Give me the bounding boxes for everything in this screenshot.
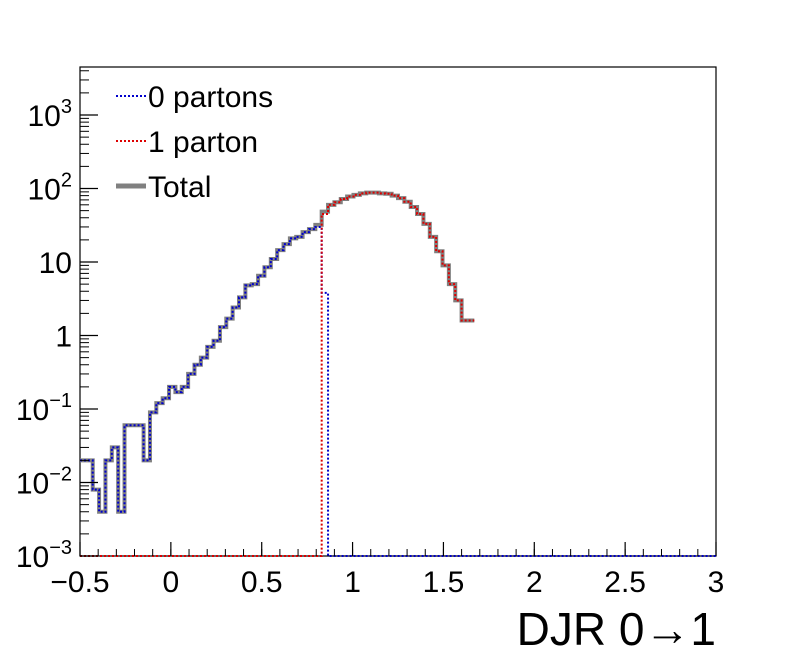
x-tick-label: 0 [163, 566, 180, 599]
y-tick-label: 10−2 [16, 464, 72, 501]
x-axis-label: DJR 0→1 [517, 603, 716, 655]
y-tick-label: 10−1 [16, 390, 72, 427]
axes-layer: −0.5 0 0.5 1 1.5 2 2.5 3 10−3 10−2 10−1 1 10 102 103 [16, 70, 725, 599]
x-tick-label: 1.5 [423, 566, 465, 599]
series-line-0-partons [80, 225, 716, 557]
legend-label: Total [148, 171, 211, 204]
y-tick-label: 10 [39, 247, 72, 280]
y-tick-label: 1 [55, 321, 72, 354]
y-tick-label: 103 [28, 96, 73, 133]
legend: 0 partons 1 parton Total [116, 81, 273, 204]
legend-label: 0 partons [148, 81, 273, 114]
x-tick-label: −0.5 [50, 566, 109, 599]
x-tick-label: 3 [708, 566, 725, 599]
series-line-1-parton [80, 191, 475, 557]
x-tick-label: 2.5 [604, 566, 646, 599]
y-tick-label: 102 [28, 170, 73, 207]
y-tick-label: 10−3 [16, 537, 72, 574]
x-tick-label: 0.5 [241, 566, 283, 599]
x-tick-label: 1 [344, 566, 361, 599]
legend-label: 1 parton [148, 126, 258, 159]
series-line-total [80, 190, 475, 514]
x-tick-label: 2 [526, 566, 543, 599]
series-layer [80, 190, 716, 557]
